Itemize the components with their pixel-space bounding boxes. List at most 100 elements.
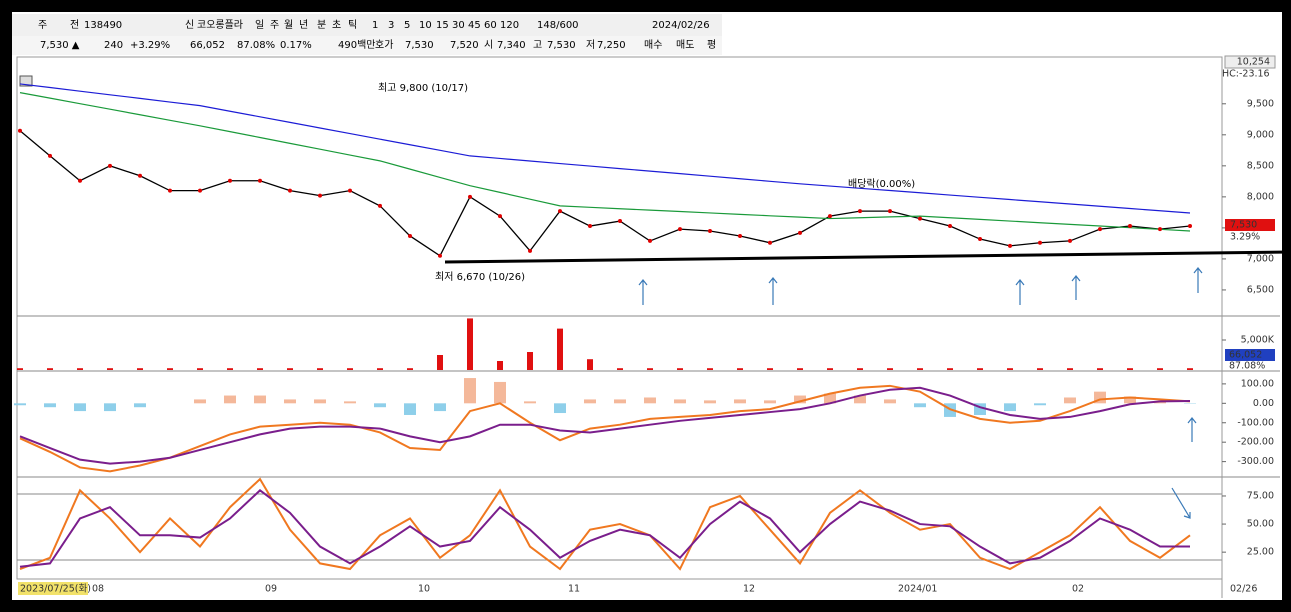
y-tick-label: 0.00 — [1253, 398, 1274, 409]
quote-item: 평 — [707, 39, 716, 51]
quote-item: 저 — [586, 39, 595, 51]
volume-bar — [227, 368, 233, 370]
toolbar-item[interactable]: 틱 — [348, 19, 357, 31]
toolbar-item[interactable]: 60 — [484, 20, 497, 31]
toolbar-item[interactable]: 1 — [372, 20, 378, 31]
panel-icon[interactable] — [19, 75, 33, 87]
close-point — [468, 194, 472, 199]
date-box — [18, 582, 88, 595]
close-point — [978, 237, 982, 242]
x-tick-label: 11 — [568, 584, 580, 595]
volume-bar — [737, 368, 743, 370]
close-point — [198, 188, 202, 193]
macd-histogram — [194, 399, 206, 404]
volume-bar — [377, 368, 383, 370]
macd-histogram — [554, 403, 566, 414]
toolbar-item[interactable]: 138490 — [84, 20, 122, 31]
quote-item: 7,520 — [450, 40, 479, 51]
volume-bar — [767, 368, 773, 370]
quote-item: 시 — [484, 39, 493, 51]
toolbar-item[interactable]: 분 — [317, 19, 326, 31]
macd-histogram — [824, 393, 836, 404]
macd-histogram — [644, 397, 656, 404]
top-label: 10,254 — [1237, 57, 1270, 68]
macd-histogram — [374, 403, 386, 408]
quote-item: 고 — [533, 40, 542, 51]
toolbar-item[interactable]: 월 — [284, 19, 293, 31]
macd-histogram — [884, 399, 896, 404]
macd-histogram — [44, 403, 56, 408]
series-line — [19, 130, 1191, 257]
quote-item: 490백만 — [338, 39, 376, 51]
y-tick-label: 9,000 — [1247, 129, 1274, 140]
toolbar-item[interactable]: 전 — [70, 19, 79, 31]
close-point — [138, 173, 142, 178]
close-point — [408, 233, 412, 238]
quote-item: 0.17% — [280, 40, 312, 51]
volume-last: 66,052 — [1229, 350, 1262, 361]
volume-bar — [857, 368, 863, 370]
toolbar-item[interactable]: 일 — [255, 19, 264, 31]
toolbar-item[interactable]: 2024/02/26 — [652, 20, 710, 31]
support-line — [444, 250, 1291, 264]
macd-histogram — [464, 378, 476, 404]
toolbar-item[interactable]: 30 — [452, 20, 465, 31]
close-point — [738, 233, 742, 238]
close-point — [918, 216, 922, 221]
close-point — [708, 228, 712, 233]
volume-bar — [287, 368, 293, 370]
toolbar-item[interactable]: 5 — [404, 20, 410, 31]
toolbar-item[interactable]: 148/600 — [537, 20, 579, 31]
y-tick-label: 7,000 — [1247, 253, 1274, 264]
toolbar-item[interactable]: 3 — [388, 20, 394, 31]
toolbar — [12, 14, 722, 36]
volume-bar — [617, 368, 623, 370]
volume-bar — [827, 368, 833, 370]
close-point — [528, 248, 532, 253]
volume-bar — [197, 368, 203, 370]
volume-bar — [677, 368, 683, 370]
toolbar-item[interactable]: 15 — [436, 20, 449, 31]
annotation: 최고 9,800 (10/17) — [378, 82, 468, 94]
toolbar-item[interactable]: 코오롱플라 — [197, 19, 243, 31]
close-point — [18, 128, 22, 133]
macd-histogram — [1034, 403, 1046, 406]
macd-histogram — [584, 399, 596, 404]
toolbar-item[interactable]: 주 — [270, 20, 279, 31]
close-point — [618, 219, 622, 224]
macd-histogram — [344, 401, 356, 404]
y-tick-label: 8,500 — [1247, 160, 1274, 171]
toolbar-item[interactable]: 초 — [332, 19, 341, 31]
toolbar-item[interactable]: 주 — [38, 20, 47, 31]
toolbar-item[interactable]: 10 — [419, 20, 432, 31]
series-line — [19, 489, 1190, 568]
x-tick-label: 2024/01 — [898, 584, 937, 595]
quote-item: 240 — [104, 40, 123, 51]
volume-bar — [167, 368, 173, 370]
close-point — [1038, 240, 1042, 245]
volume-bar — [47, 368, 53, 370]
quote-item: 매수 — [644, 39, 662, 51]
toolbar-item[interactable]: 45 — [468, 20, 481, 31]
close-point — [48, 153, 52, 158]
macd-histogram — [284, 399, 296, 404]
label-box — [1225, 349, 1275, 361]
close-point — [108, 163, 112, 168]
toolbar-item[interactable]: 년 — [299, 19, 308, 31]
close-point — [348, 188, 352, 193]
x-tick-label: 09 — [265, 584, 277, 595]
quote-item: 7,530 ▲ — [40, 40, 80, 51]
label-box — [1225, 219, 1275, 231]
volume-bar — [1097, 368, 1103, 370]
toolbar-item[interactable]: 신 — [185, 19, 194, 31]
macd-histogram — [254, 395, 266, 404]
y-tick-label: 75.00 — [1247, 490, 1274, 501]
plot-area — [16, 56, 1223, 580]
volume-bar — [1037, 368, 1043, 370]
toolbar-item[interactable]: 120 — [500, 20, 519, 31]
macd-histogram — [434, 403, 446, 412]
close-point — [1158, 227, 1162, 232]
close-point — [1068, 238, 1072, 243]
close-point — [1128, 224, 1132, 229]
macd-histogram — [794, 395, 806, 404]
